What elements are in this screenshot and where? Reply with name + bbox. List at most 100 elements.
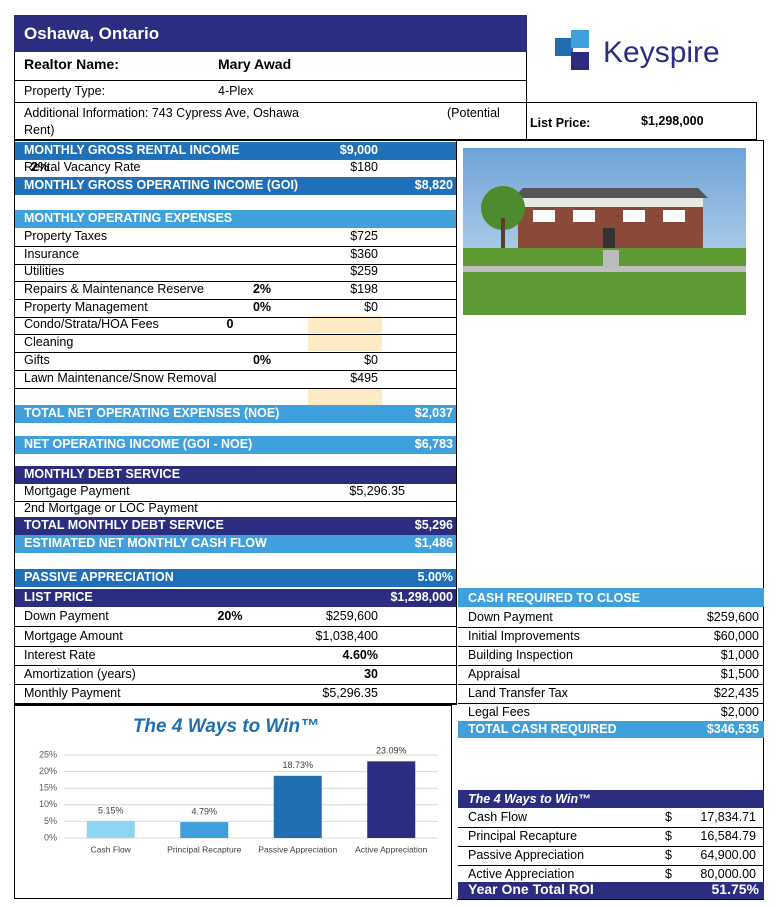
additional-note: Rent) xyxy=(24,123,55,137)
section-band xyxy=(15,405,456,423)
row-amount: $198 xyxy=(350,282,378,296)
row-label: Cleaning xyxy=(24,335,74,349)
realtor-name: Mary Awad xyxy=(218,56,292,72)
row-rule xyxy=(15,501,456,502)
y-tick-label: 5% xyxy=(44,816,57,826)
y-tick-label: 10% xyxy=(39,799,57,809)
location: Oshawa, Ontario xyxy=(24,24,160,43)
total-label: Year One Total ROI xyxy=(468,881,594,897)
row-amount: $1,038,400 xyxy=(315,629,378,643)
row-amount: 64,900.00 xyxy=(700,848,756,862)
row-label: NET OPERATING INCOME (GOI - NOE) xyxy=(24,437,253,451)
section-title: The 4 Ways to Win™ xyxy=(468,792,591,806)
row-currency: $ xyxy=(665,867,672,881)
left-box xyxy=(14,140,457,705)
row-currency: $ xyxy=(665,848,672,862)
property-type: 4-Plex xyxy=(218,84,254,98)
row-rule xyxy=(458,646,764,647)
row-rule xyxy=(458,627,764,628)
section-band xyxy=(15,436,456,454)
total-amount: 51.75% xyxy=(711,881,759,897)
header-band xyxy=(14,15,527,52)
row-rule xyxy=(458,846,764,847)
row-amount: $259 xyxy=(350,264,378,278)
row-label: MONTHLY OPERATING EXPENSES xyxy=(24,211,233,225)
row-amount: $2,037 xyxy=(414,406,453,420)
section-band xyxy=(15,466,456,484)
row-label: Appraisal xyxy=(468,667,521,681)
x-tick-label: Principal Recapture xyxy=(167,844,241,854)
row-label: MONTHLY DEBT SERVICE xyxy=(24,467,181,481)
row-rule xyxy=(15,246,456,247)
row-rule xyxy=(15,388,456,389)
input-cell xyxy=(308,334,382,351)
value-label: 23.09% xyxy=(376,746,407,756)
row-label: TOTAL MONTHLY DEBT SERVICE xyxy=(24,518,224,532)
bar xyxy=(86,820,135,838)
row-rate: 20% xyxy=(217,609,243,623)
row-rule xyxy=(15,317,456,318)
row-rule xyxy=(15,646,456,647)
list-price: $1,298,000 xyxy=(641,114,704,128)
logo-mark xyxy=(555,30,589,70)
row-amount: $8,820 xyxy=(414,178,453,192)
row-label: Gifts xyxy=(24,353,50,367)
list-price-box xyxy=(527,102,757,140)
section-band xyxy=(15,210,456,228)
row-rule xyxy=(15,665,456,666)
section-band xyxy=(458,882,764,899)
row-amount: 4.60% xyxy=(342,648,378,662)
row-label: Monthly Payment xyxy=(24,686,121,700)
value-label: 5.15% xyxy=(98,805,124,815)
total-amount: $346,535 xyxy=(706,722,759,736)
row-currency: $ xyxy=(665,810,672,824)
row-label: MONTHLY GROSS OPERATING INCOME (GOI) xyxy=(24,178,299,192)
row-amount: 17,834.71 xyxy=(700,810,756,824)
section-band xyxy=(15,517,456,535)
row-rate: 2% xyxy=(30,160,50,174)
row-rule xyxy=(15,703,456,704)
value-label: 18.73% xyxy=(282,760,313,770)
row-amount: $2,000 xyxy=(720,705,759,719)
row-label: PASSIVE APPRECIATION xyxy=(24,570,174,584)
row-label: Insurance xyxy=(24,247,79,261)
row-label: Repairs & Maintenance Reserve xyxy=(24,282,204,296)
row-amount: $495 xyxy=(350,371,378,385)
row-rate: 0 xyxy=(226,317,234,331)
row-amount: $0 xyxy=(364,300,378,314)
rule xyxy=(14,80,527,81)
list-price-label: List Price: xyxy=(530,116,591,130)
row-rule xyxy=(458,665,764,666)
bar xyxy=(367,761,416,838)
rule xyxy=(14,102,757,103)
x-tick-label: Passive Appreciation xyxy=(258,844,337,854)
row-amount: $180 xyxy=(350,160,378,174)
row-amount: $9,000 xyxy=(339,143,378,157)
row-label: Condo/Strata/HOA Fees xyxy=(24,317,159,331)
section-band xyxy=(15,535,456,553)
input-cell xyxy=(308,388,382,405)
row-rule xyxy=(458,684,764,685)
chart-box xyxy=(14,705,452,899)
row-label: Mortgage Payment xyxy=(24,484,130,498)
row-rule xyxy=(15,352,456,353)
row-amount: 16,584.79 xyxy=(700,829,756,843)
row-label: Land Transfer Tax xyxy=(468,686,568,700)
y-tick-label: 0% xyxy=(44,832,57,842)
bar xyxy=(180,822,229,838)
total-label: TOTAL CASH REQUIRED xyxy=(468,722,617,736)
row-label: Property Taxes xyxy=(24,229,108,243)
row-amount: $22,435 xyxy=(713,686,759,700)
row-amount: $1,298,000 xyxy=(390,590,453,604)
y-tick-label: 20% xyxy=(39,766,57,776)
chart-title: The 4 Ways to Win™ xyxy=(133,716,319,737)
row-rule xyxy=(458,827,764,828)
row-label: Down Payment xyxy=(24,609,109,623)
row-label: Amortization (years) xyxy=(24,667,136,681)
row-amount: 80,000.00 xyxy=(700,867,756,881)
row-label: ESTIMATED NET MONTHLY CASH FLOW xyxy=(24,536,267,550)
logo: Keyspire xyxy=(603,36,720,69)
row-label: Down Payment xyxy=(468,610,553,624)
row-rule xyxy=(15,299,456,300)
row-label: Legal Fees xyxy=(468,705,530,719)
